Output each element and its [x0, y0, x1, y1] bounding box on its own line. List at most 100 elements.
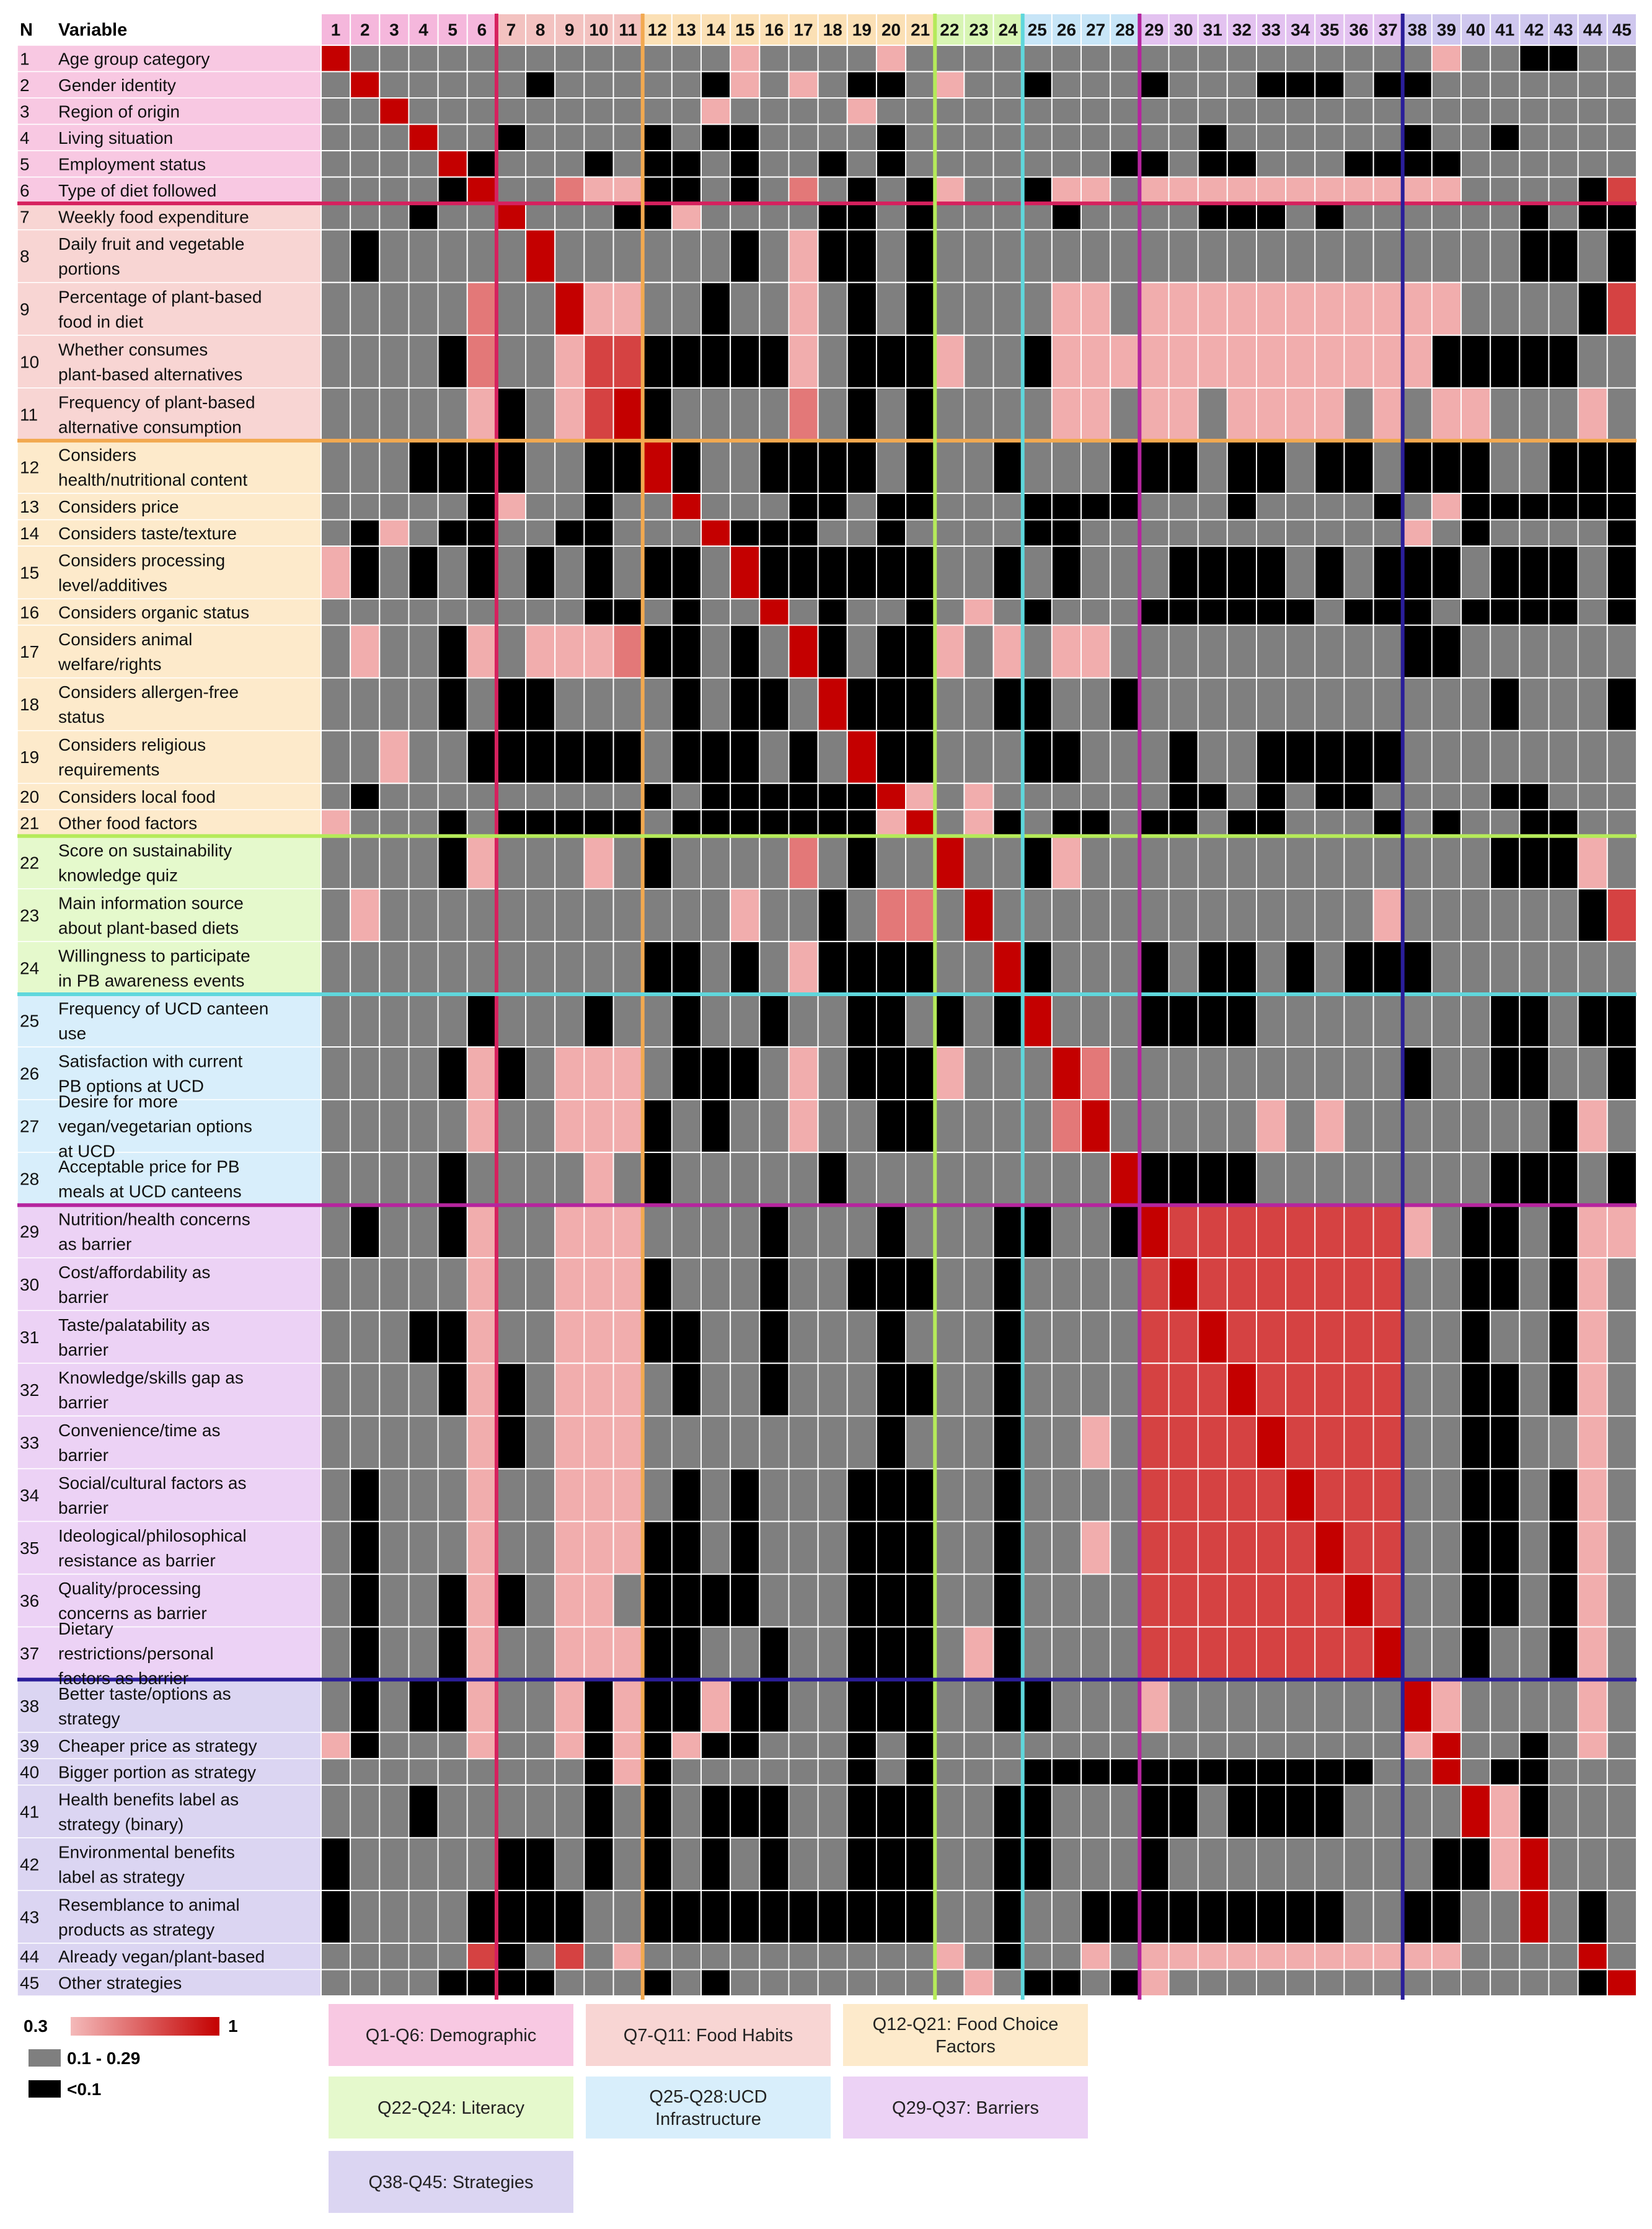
heatmap-cell: [1548, 203, 1579, 231]
heatmap-cell: [1285, 439, 1316, 494]
heatmap-cell: [1606, 888, 1638, 942]
heatmap-cell: [1285, 387, 1316, 441]
heatmap-cell: [1372, 387, 1403, 441]
row-label: Quality/processing concerns as barrier: [58, 1579, 207, 1623]
row-number: 1: [20, 49, 30, 68]
heatmap-cell: [1022, 888, 1053, 942]
heatmap-cell: [1168, 150, 1199, 178]
heatmap-cell: [1460, 835, 1491, 889]
heatmap-cell: [1168, 1942, 1199, 1971]
heatmap-cell: [700, 387, 731, 441]
heatmap-cell: [1285, 1362, 1316, 1417]
heatmap-cell: [1577, 334, 1608, 389]
legend-grey-swatch: [29, 2049, 61, 2067]
heatmap-cell: [350, 1837, 381, 1891]
heatmap-cell: [963, 492, 994, 521]
heatmap-cell: [1022, 598, 1053, 626]
heatmap-cell: [1080, 1784, 1111, 1838]
heatmap-cell: [642, 519, 673, 547]
heatmap-cell: [1226, 1310, 1257, 1364]
heatmap-cell: [759, 97, 790, 125]
heatmap-cell: [875, 1679, 907, 1733]
heatmap-cell: [1110, 176, 1141, 205]
heatmap-cell: [612, 1889, 643, 1944]
heatmap-cell: [1343, 1257, 1374, 1312]
heatmap-cell: [1197, 1626, 1228, 1680]
heatmap-cell: [495, 1731, 527, 1760]
heatmap-cell: [992, 1415, 1023, 1470]
heatmap-cell: [671, 519, 702, 547]
heatmap-cell: [1606, 1758, 1638, 1786]
heatmap-cell: [1226, 1731, 1257, 1760]
heatmap-cell: [525, 993, 556, 1048]
heatmap-cell: [788, 677, 819, 731]
heatmap-cell: [846, 1468, 877, 1522]
heatmap-cell: [1548, 1942, 1579, 1971]
heatmap-cell: [495, 45, 527, 73]
heatmap-cell: [1431, 334, 1462, 389]
heatmap-cell: [905, 45, 936, 73]
row-label: Environmental benefits label as strategy: [58, 1842, 235, 1886]
column-header-number: 33: [1261, 20, 1281, 40]
heatmap-cell: [1490, 1521, 1521, 1575]
heatmap-cell: [1226, 123, 1257, 152]
heatmap-cell: [1577, 1521, 1608, 1575]
heatmap-cell: [1255, 176, 1287, 205]
heatmap-cell: [1226, 1099, 1257, 1154]
heatmap-cell: [1110, 1731, 1141, 1760]
heatmap-cell: [1402, 176, 1433, 205]
legend-group-box: [843, 2004, 1088, 2066]
heatmap-cell: [846, 1942, 877, 1971]
heatmap-cell: [1226, 545, 1257, 600]
heatmap-cell: [700, 835, 731, 889]
heatmap-cell: [1548, 1731, 1579, 1760]
heatmap-cell: [554, 730, 585, 784]
heatmap-cell: [1080, 1521, 1111, 1575]
heatmap-cell: [1343, 598, 1374, 626]
heatmap-cell: [1577, 1626, 1608, 1680]
heatmap-cell: [1226, 624, 1257, 679]
heatmap-cell: [730, 387, 761, 441]
heatmap-cell: [1343, 1942, 1374, 1971]
heatmap-cell: [642, 730, 673, 784]
heatmap-cell: [1606, 993, 1638, 1048]
heatmap-cell: [495, 519, 527, 547]
heatmap-cell: [934, 624, 965, 679]
heatmap-cell: [1343, 1046, 1374, 1101]
heatmap-cell: [379, 1099, 410, 1154]
legend-group-label: Q29-Q37: Barriers: [892, 2098, 1039, 2118]
heatmap-cell: [583, 1310, 614, 1364]
heatmap-cell: [1110, 1152, 1141, 1206]
heatmap-cell: [963, 1099, 994, 1154]
heatmap-cell: [759, 1310, 790, 1364]
heatmap-cell: [817, 782, 848, 811]
heatmap-cell: [1285, 1784, 1316, 1838]
row-number: 5: [20, 154, 30, 174]
column-header-number: 8: [536, 20, 546, 40]
row-label-background: [17, 1679, 322, 1733]
heatmap-cell: [554, 545, 585, 600]
row-label-background: [17, 598, 322, 626]
heatmap-cell: [320, 45, 351, 73]
heatmap-cell: [583, 1362, 614, 1417]
legend-black-label: <0.1: [67, 2080, 101, 2099]
heatmap-cell: [437, 1257, 468, 1312]
heatmap-cell: [320, 1758, 351, 1786]
heatmap-cell: [963, 387, 994, 441]
heatmap-cell: [759, 229, 790, 283]
heatmap-cell: [1519, 150, 1550, 178]
heatmap-cell: [495, 387, 527, 441]
heatmap-cell: [846, 45, 877, 73]
heatmap-cell: [875, 782, 907, 811]
heatmap-cell: [788, 940, 819, 995]
heatmap-cell: [1168, 1152, 1199, 1206]
heatmap-cell: [1431, 1310, 1462, 1364]
heatmap-cell: [1022, 1099, 1053, 1154]
heatmap-cell: [1577, 1468, 1608, 1522]
heatmap-cell: [1519, 71, 1550, 99]
heatmap-cell: [642, 71, 673, 99]
heatmap-cell: [875, 1521, 907, 1575]
heatmap-cell: [1022, 782, 1053, 811]
heatmap-cell: [1402, 730, 1433, 784]
heatmap-cell: [466, 835, 497, 889]
